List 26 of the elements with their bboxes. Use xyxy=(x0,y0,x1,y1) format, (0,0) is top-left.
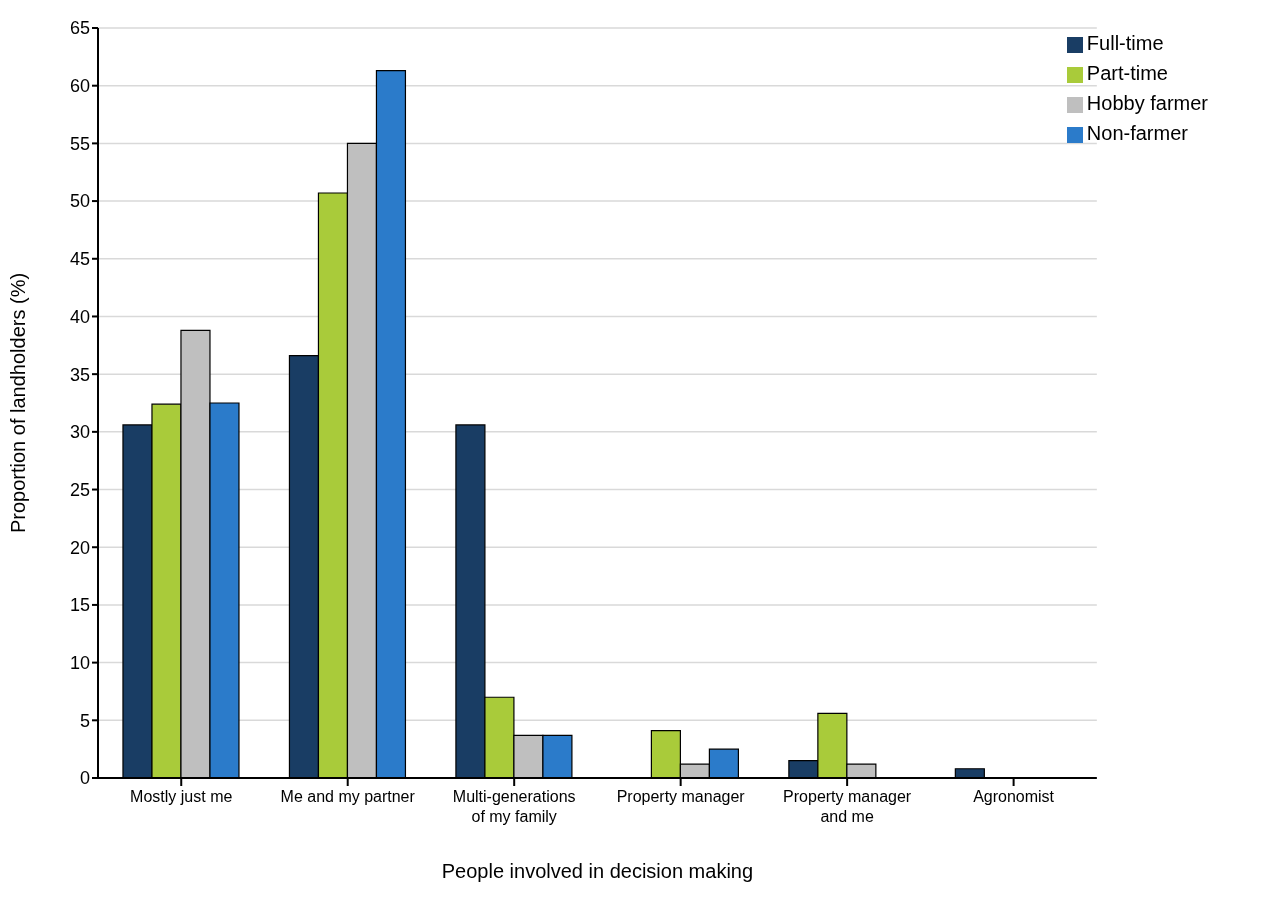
legend-label: Full-time xyxy=(1086,32,1164,54)
y-tick-label: 45 xyxy=(69,249,90,270)
y-tick-label: 20 xyxy=(69,537,90,558)
x-tick-label: Multi-generations of my family xyxy=(452,788,576,825)
y-tick-label: 60 xyxy=(69,76,90,97)
legend-label: Non-farmer xyxy=(1086,122,1188,144)
x-tick-label: Me and my partner xyxy=(280,788,416,805)
x-tick-label: Property manager and me xyxy=(783,788,912,825)
y-tick-label: 0 xyxy=(79,768,90,789)
y-tick-label: 10 xyxy=(69,653,90,674)
y-tick-label: 50 xyxy=(69,191,90,212)
x-tick-label: Agronomist xyxy=(973,788,1055,805)
y-tick-label: 30 xyxy=(69,422,90,443)
y-axis-title: Proportion of landholders (%) xyxy=(7,272,30,534)
y-tick-label: 15 xyxy=(69,595,90,616)
y-tick-label: 65 xyxy=(69,18,90,39)
y-tick-label: 40 xyxy=(69,306,90,327)
y-tick-label: 55 xyxy=(69,133,90,154)
x-tick-label: Mostly just me xyxy=(130,788,233,805)
x-axis-title: People involved in decision making xyxy=(441,860,754,882)
legend-label: Part-time xyxy=(1086,62,1168,84)
x-tick-label: Property manager xyxy=(616,788,746,805)
y-tick-label: 35 xyxy=(69,364,90,385)
y-tick-label: 25 xyxy=(69,479,90,500)
y-tick-label: 5 xyxy=(79,710,90,731)
legend-label: Hobby farmer xyxy=(1086,92,1208,114)
